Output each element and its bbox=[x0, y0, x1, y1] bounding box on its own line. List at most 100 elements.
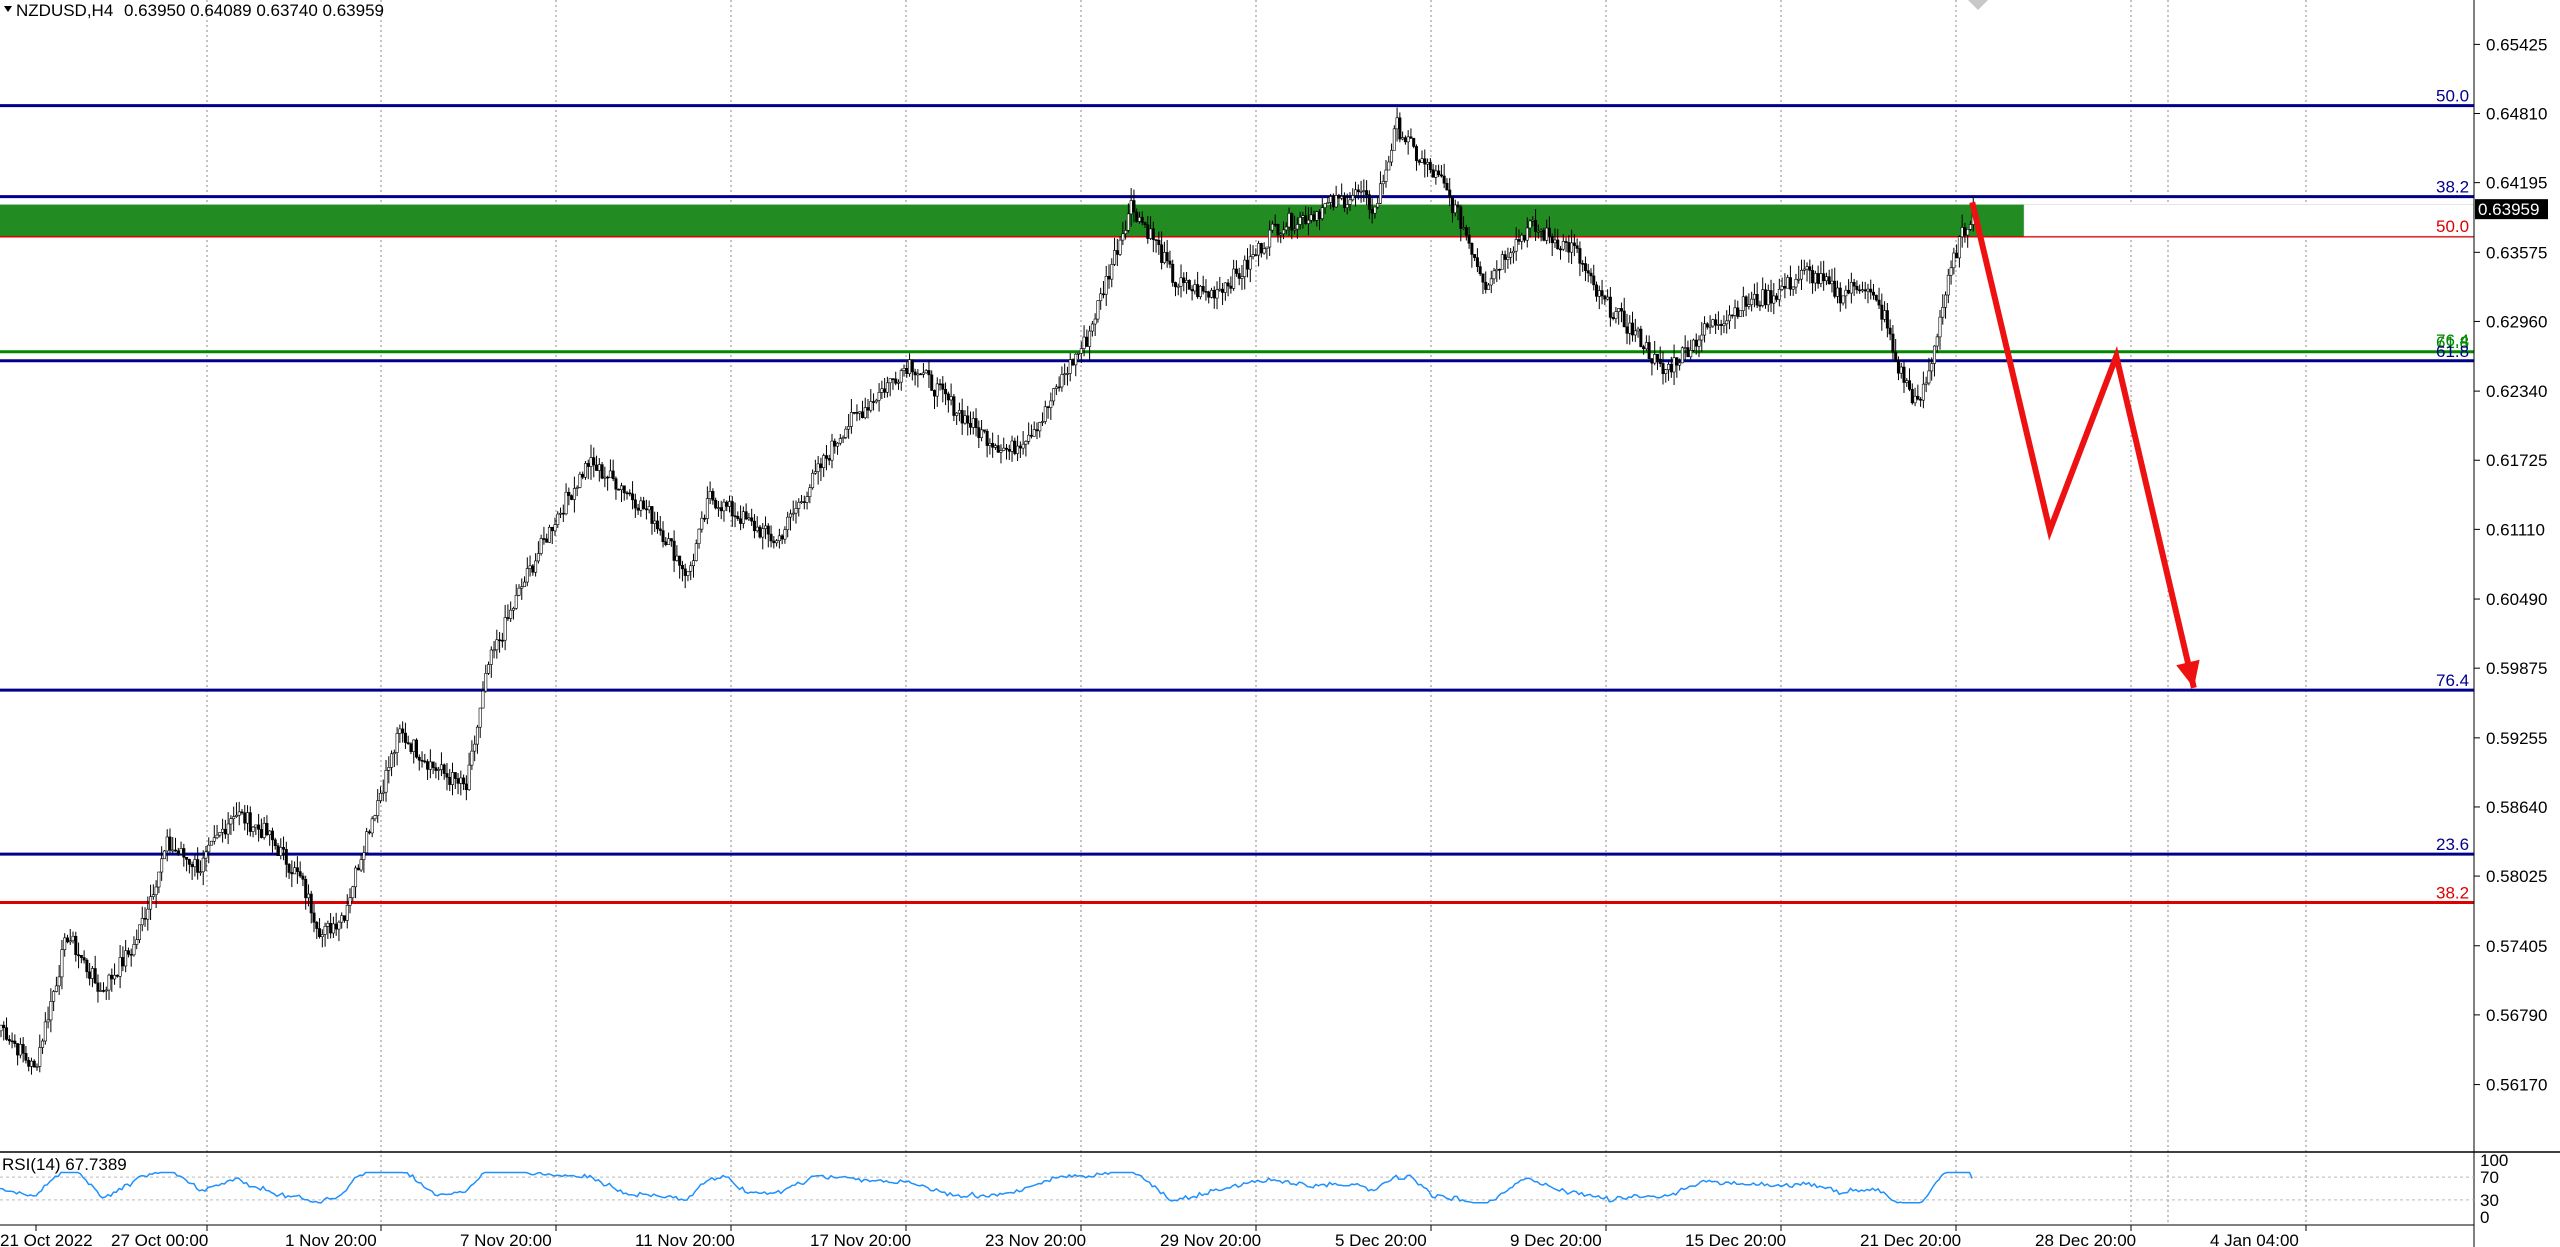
candle-bull bbox=[1243, 259, 1247, 277]
candle-bear bbox=[1417, 160, 1421, 163]
candle-bull bbox=[160, 858, 164, 873]
candle-bull bbox=[520, 586, 524, 589]
candle-bull bbox=[1354, 189, 1358, 196]
candle-bear bbox=[5, 1027, 9, 1040]
candle-bull bbox=[822, 455, 826, 468]
candle-bull bbox=[523, 581, 527, 587]
candle-bull bbox=[1949, 267, 1953, 276]
candle-bear bbox=[13, 1040, 17, 1044]
candle-bull bbox=[99, 990, 103, 992]
candle-bull bbox=[237, 811, 241, 816]
candle-bull bbox=[539, 538, 543, 554]
candle-bear bbox=[852, 412, 856, 414]
candle-bear bbox=[960, 410, 964, 424]
candle-bear bbox=[1276, 223, 1280, 236]
candle-bull bbox=[999, 450, 1003, 453]
candle-bull bbox=[830, 440, 834, 461]
candle-bear bbox=[1675, 357, 1679, 366]
candle-bull bbox=[1930, 363, 1934, 372]
collapse-triangle-icon[interactable] bbox=[4, 6, 12, 12]
candle-bear bbox=[1450, 196, 1454, 214]
candle-bear bbox=[420, 759, 424, 762]
candle-bull bbox=[132, 944, 136, 956]
candle-bull bbox=[697, 528, 701, 544]
candle-bear bbox=[1071, 359, 1075, 366]
candle-bull bbox=[1185, 280, 1189, 283]
candle-bull bbox=[899, 370, 903, 383]
candle-bull bbox=[118, 957, 122, 977]
candle-bull bbox=[1830, 280, 1834, 285]
fib-level-label: 50.0 bbox=[2436, 217, 2469, 236]
candle-bull bbox=[1223, 282, 1227, 293]
time-axis[interactable]: 21 Oct 2022 27 Oct 00:00 1 Nov 20:00 7 Nov … bbox=[0, 1225, 2307, 1247]
candle-bull bbox=[1708, 325, 1712, 328]
candle-bull bbox=[1957, 236, 1961, 259]
candle-bear bbox=[1863, 289, 1867, 292]
main-plot-area[interactable] bbox=[0, 0, 2474, 1152]
candle-bull bbox=[1248, 256, 1252, 270]
candle-bull bbox=[949, 396, 953, 401]
candle-bull bbox=[716, 507, 720, 509]
candle-bull bbox=[162, 850, 166, 860]
resistance-zone-extension bbox=[2023, 204, 2475, 237]
candle-bear bbox=[265, 822, 269, 836]
candle-bull bbox=[880, 388, 884, 393]
candle-bear bbox=[259, 829, 263, 838]
candle-bear bbox=[273, 839, 277, 847]
candle-bull bbox=[1420, 158, 1424, 163]
candle-bear bbox=[1788, 277, 1792, 290]
candle-bull bbox=[1060, 374, 1064, 388]
candle-bear bbox=[672, 540, 676, 561]
chart-shift-marker-icon[interactable] bbox=[1968, 0, 1988, 10]
candle-bear bbox=[367, 831, 371, 834]
ohlc-values: 0.63950 0.64089 0.63740 0.63959 bbox=[124, 1, 384, 20]
candle-bull bbox=[689, 565, 693, 572]
candle-bear bbox=[1852, 282, 1856, 287]
candle-bull bbox=[1752, 293, 1756, 300]
candle-bull bbox=[1849, 282, 1853, 294]
candle-bear bbox=[115, 974, 119, 977]
candle-bear bbox=[1595, 284, 1599, 297]
rsi-tick-label: 70 bbox=[2480, 1168, 2499, 1187]
candle-bull bbox=[1043, 406, 1047, 422]
candle-bull bbox=[201, 857, 205, 873]
candle-bear bbox=[905, 367, 909, 374]
candle-bear bbox=[1171, 263, 1175, 283]
candle-bull bbox=[262, 822, 266, 838]
candle-bull bbox=[597, 464, 601, 471]
candle-bear bbox=[1827, 276, 1831, 285]
candle-bull bbox=[908, 359, 912, 374]
candle-bear bbox=[318, 928, 322, 937]
fib-level-label: 61.8 bbox=[2436, 333, 2469, 352]
price-axis[interactable]: 0.65425 0.64810 0.64195 0.63575 0.62960 0.623… bbox=[2474, 35, 2547, 1095]
candle-bear bbox=[312, 912, 316, 923]
candle-bull bbox=[788, 513, 792, 518]
candle-bear bbox=[282, 847, 286, 850]
candle-bear bbox=[606, 476, 610, 479]
candle-bull bbox=[1176, 285, 1180, 288]
candle-bull bbox=[365, 831, 369, 854]
candle-bear bbox=[129, 954, 133, 956]
candle-bear bbox=[1046, 406, 1050, 409]
candle-bear bbox=[1655, 353, 1659, 360]
candle-bear bbox=[1157, 239, 1161, 246]
candle-bear bbox=[1085, 336, 1089, 347]
candle-bear bbox=[714, 499, 718, 509]
candle-bull bbox=[1924, 382, 1928, 385]
candle-bear bbox=[190, 864, 194, 868]
candle-bull bbox=[1777, 288, 1781, 300]
candle-bull bbox=[1287, 213, 1291, 228]
candle-bear bbox=[1885, 310, 1889, 329]
candle-bear bbox=[1481, 273, 1485, 283]
candle-bull bbox=[1794, 278, 1798, 288]
candle-bear bbox=[1736, 307, 1740, 317]
candle-bear bbox=[631, 493, 635, 501]
candle-bull bbox=[1952, 252, 1956, 269]
fib-level-label: 50.0 bbox=[2436, 87, 2469, 106]
candle-bear bbox=[952, 396, 956, 416]
fib-level-label: 38.2 bbox=[2436, 178, 2469, 197]
candle-bull bbox=[451, 772, 455, 785]
candle-bull bbox=[503, 617, 507, 641]
